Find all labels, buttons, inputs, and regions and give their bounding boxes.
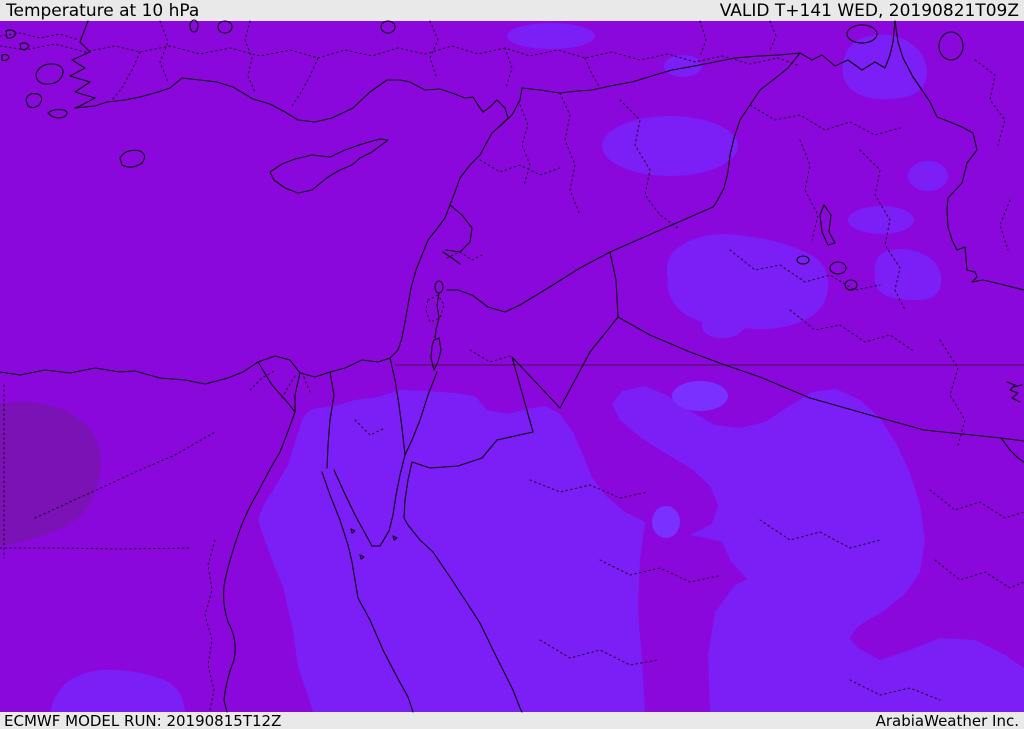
admin-path [34, 431, 216, 519]
admin-path [849, 679, 941, 701]
lake-beysehir [217, 20, 233, 34]
admin-path [425, 294, 445, 323]
temperature-shading-warmer [0, 402, 101, 546]
border-jordan-saudi [411, 316, 619, 469]
admin-path [619, 99, 679, 229]
admin-path [249, 369, 311, 399]
cool-patch-north-iraq [842, 34, 928, 100]
border-israel-lebanon [442, 251, 461, 265]
coolest-core-north-saudi [672, 381, 728, 411]
border-egypt-israel [389, 357, 406, 456]
lake-tuz [380, 20, 396, 34]
admin-path [291, 57, 319, 107]
cool-patch-southeast [708, 572, 1024, 712]
admin-path [429, 20, 439, 77]
lake-urmia [938, 31, 964, 61]
model-run-label: ECMWF MODEL RUN: 20190815T12Z [4, 711, 282, 729]
credit-label: ArabiaWeather Inc. [875, 711, 1019, 729]
coastline-sinai-west [333, 469, 373, 547]
admin-path [446, 251, 485, 261]
admin-path [0, 547, 191, 550]
coastline-anatolia-levant-egypt [0, 20, 509, 385]
footer-bar: ECMWF MODEL RUN: 20190815T12Z ArabiaWeat… [0, 712, 1024, 729]
cool-patch-iran-border [908, 161, 948, 191]
river-nile [222, 361, 301, 713]
border-iraq-iran [894, 20, 1024, 291]
admin-path [519, 104, 531, 186]
admin-path [749, 104, 901, 136]
island-samos [47, 108, 68, 119]
admin-path [729, 249, 881, 291]
coast-and-borders [0, 19, 1024, 713]
admin-path [789, 309, 916, 353]
island-cyprus [269, 138, 389, 194]
lake-galilee [434, 280, 444, 294]
island-chios [25, 93, 43, 109]
coastline-sinai-east [371, 454, 406, 547]
cool-patch-south-egypt [50, 669, 185, 712]
cool-patch-north-saudi-arc [612, 386, 925, 712]
map-title: Temperature at 10 hPa [6, 0, 200, 21]
cool-patch-east-iraq [848, 206, 914, 234]
temperature-shading-coolest [652, 381, 728, 538]
warm-patch-west-egypt [0, 402, 101, 546]
coastline-kuwait [1006, 381, 1023, 403]
river-jordan [434, 292, 440, 339]
admin-path [799, 139, 819, 241]
admin-path [584, 57, 601, 89]
admin-path [204, 539, 216, 711]
border-turkey-syria-iraq [499, 20, 896, 127]
admin-path [111, 51, 141, 101]
admin-path [934, 559, 1024, 589]
lake-tharthar [819, 204, 836, 246]
lake-dead-sea [430, 337, 442, 371]
coolest-core-central-saudi [652, 506, 680, 538]
lake-habbaniyah [796, 255, 810, 265]
header-bar: Temperature at 10 hPa VALID T+141 WED, 2… [0, 0, 1024, 21]
border-kuwait [1000, 437, 1024, 463]
admin-path [159, 20, 169, 83]
admin-path [529, 479, 649, 499]
admin-path [699, 20, 707, 57]
admin-boundaries [0, 20, 1024, 711]
border-lebanon [445, 204, 473, 253]
lake-razzaza [829, 261, 847, 275]
temperature-shading-cooler [50, 23, 1024, 712]
admin-path [0, 32, 79, 41]
lake-van [846, 24, 878, 44]
island-lesbos [35, 63, 64, 85]
admin-path [0, 43, 801, 67]
cool-patch-east-syria [666, 234, 829, 339]
admin-path [479, 159, 561, 176]
admin-path [599, 559, 719, 583]
admin-path [354, 419, 386, 436]
lake-egirdir [189, 19, 199, 33]
cool-patch-top-edge [507, 23, 595, 49]
admin-path [244, 20, 256, 93]
cool-patch-ne-syria [602, 116, 738, 176]
admin-path [504, 47, 513, 89]
island-red-sea-small [350, 528, 398, 560]
border-israel-jordan [404, 371, 438, 456]
island-aegean-small [1, 29, 30, 62]
island-rhodes [119, 149, 146, 168]
admin-path [759, 519, 881, 549]
admin-path [929, 489, 1024, 519]
admin-path [999, 199, 1011, 251]
valid-time-label: VALID T+141 WED, 20190821T09Z [719, 0, 1019, 21]
cool-patch-gaziantep [664, 55, 702, 77]
suez-canal [326, 371, 335, 469]
admin-path [559, 92, 581, 216]
coastline-red-sea-east [403, 461, 523, 713]
border-syria-jordan [446, 251, 611, 313]
coastline-gulf-suez-red-sea-west [321, 471, 414, 713]
admin-path [769, 20, 777, 51]
admin-path [859, 149, 906, 311]
cool-patch-sinai-redsea [258, 390, 645, 712]
cool-patch-southeast-iraq [874, 249, 942, 301]
lake-iraq-small [844, 279, 858, 291]
